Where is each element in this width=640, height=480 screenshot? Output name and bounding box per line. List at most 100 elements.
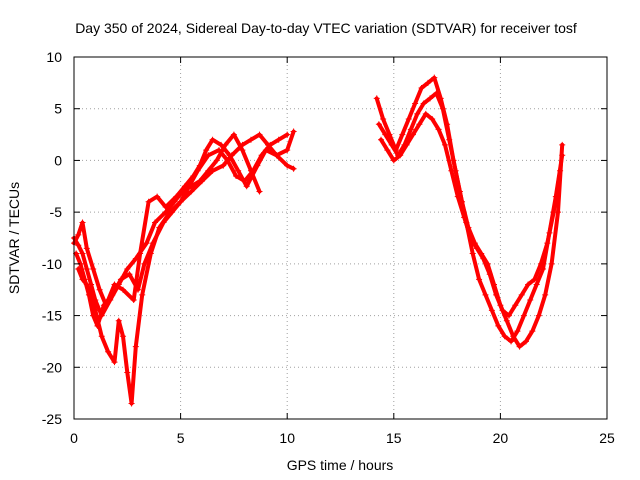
data-point (550, 209, 557, 216)
data-point (284, 131, 291, 138)
y-tick-label: -20 (42, 359, 62, 375)
data-point (446, 136, 453, 143)
data-point (152, 219, 159, 226)
data-point (83, 266, 90, 273)
data-point (233, 172, 240, 179)
data-point (473, 245, 480, 252)
data-point (535, 312, 542, 319)
y-tick-label: -25 (42, 411, 62, 427)
data-point (537, 260, 544, 267)
series-track-7 (378, 110, 564, 319)
y-tick-label: -10 (42, 256, 62, 272)
x-tick-label: 20 (493, 430, 509, 446)
data-point (544, 240, 551, 247)
data-point (128, 400, 135, 407)
data-point (520, 312, 527, 319)
data-point (522, 338, 529, 345)
series-layer (71, 74, 566, 407)
data-point (188, 188, 195, 195)
data-point (139, 291, 146, 298)
series-track-3 (75, 128, 297, 407)
data-point (130, 297, 137, 304)
data-point (420, 100, 427, 107)
data-point (222, 141, 229, 148)
data-point (105, 348, 112, 355)
data-point (390, 157, 397, 164)
data-point (416, 121, 423, 128)
data-point (514, 328, 521, 335)
x-tick-label: 25 (599, 430, 615, 446)
data-point (461, 214, 468, 221)
data-point (388, 141, 395, 148)
data-point (510, 333, 517, 340)
data-point (542, 291, 549, 298)
data-point (499, 307, 506, 314)
data-point (79, 276, 86, 283)
data-point (243, 183, 250, 190)
data-point (205, 167, 212, 174)
data-point (162, 209, 169, 216)
data-point (433, 90, 440, 97)
data-point (454, 193, 461, 200)
data-point (375, 121, 382, 128)
data-point (284, 162, 291, 169)
data-point (467, 235, 474, 241)
data-point (422, 110, 429, 117)
data-point (256, 131, 263, 138)
data-point (126, 271, 133, 278)
data-point (405, 116, 412, 123)
data-point (414, 110, 421, 117)
data-point (540, 266, 547, 273)
data-point (275, 136, 282, 143)
data-point (557, 167, 564, 174)
data-point (79, 219, 86, 226)
data-point (124, 266, 131, 273)
data-point (247, 167, 254, 174)
y-tick-label: -5 (50, 204, 63, 220)
data-point (503, 317, 510, 324)
data-point (75, 266, 82, 273)
data-point (380, 116, 387, 123)
data-point (439, 105, 446, 112)
data-point (518, 291, 525, 298)
data-point (98, 333, 105, 340)
data-point (241, 178, 248, 185)
data-point (96, 286, 103, 293)
data-point (132, 255, 139, 262)
data-point (441, 141, 448, 148)
data-point (115, 281, 122, 288)
data-point (284, 147, 291, 154)
data-point (194, 167, 201, 174)
data-point (533, 281, 540, 288)
plot-frame (73, 56, 608, 420)
series-track-4 (71, 131, 263, 319)
data-point (488, 307, 495, 314)
data-point (273, 152, 280, 159)
data-point (256, 188, 263, 195)
data-point (418, 85, 425, 92)
data-point (378, 136, 385, 143)
y-tick-label: -15 (42, 308, 62, 324)
data-point (92, 307, 99, 314)
data-point (480, 255, 487, 262)
chart-title: Day 350 of 2024, Sidereal Day-to-day VTE… (75, 20, 577, 36)
data-point (120, 286, 127, 293)
axis-ticks: 0 5 10 15 20 25 -25 -20 -15 -10 -5 0 5 10 (42, 49, 615, 446)
data-point (154, 193, 161, 200)
data-point (230, 131, 237, 138)
data-point (213, 157, 220, 164)
data-point (531, 276, 538, 283)
data-point (429, 116, 436, 123)
y-tick-label: 10 (46, 49, 62, 65)
y-axis-title: SDTVAR / TECUs (6, 182, 22, 294)
data-point (482, 291, 489, 298)
data-point (179, 188, 186, 195)
x-axis-title: GPS time / hours (287, 457, 394, 473)
data-point (435, 126, 442, 133)
data-point (397, 152, 404, 159)
data-point (476, 276, 483, 283)
data-point (290, 128, 297, 135)
grid-lines (74, 57, 607, 419)
